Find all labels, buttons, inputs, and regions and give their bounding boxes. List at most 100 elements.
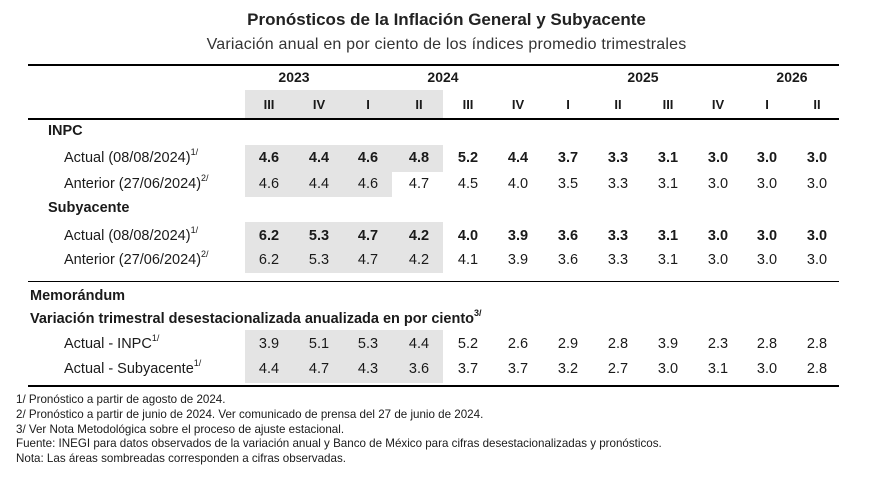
table-cell: 3.6: [557, 252, 579, 268]
quarter-header: I: [566, 97, 570, 112]
section-header: INPC: [48, 123, 83, 139]
table-cell: 2.6: [507, 336, 529, 352]
table-cell: 3.1: [707, 361, 729, 377]
table-cell: 5.3: [357, 336, 379, 352]
table-cell: 3.9: [657, 336, 679, 352]
footnote: 3/ Ver Nota Metodológica sobre el proces…: [16, 422, 345, 436]
table-cell: 4.5: [457, 176, 479, 192]
row-label: Actual - Subyacente1/: [64, 358, 202, 378]
table-cell: 3.0: [707, 176, 729, 192]
table-cell: 5.3: [308, 252, 330, 268]
table-cell: 4.7: [308, 361, 330, 377]
page-title: Pronósticos de la Inflación General y Su…: [247, 10, 646, 29]
section-header: Subyacente: [48, 200, 130, 216]
observed-shading: [245, 90, 443, 118]
quarter-header: II: [614, 97, 622, 112]
quarter-header: IV: [711, 97, 725, 112]
footnote: 2/ Pronóstico a partir de junio de 2024.…: [16, 407, 484, 421]
table-cell: 3.0: [756, 361, 778, 377]
table-cell: 4.4: [308, 176, 330, 192]
quarter-header: III: [263, 97, 275, 112]
quarter-header: I: [366, 97, 370, 112]
table-cell: 3.1: [657, 150, 679, 166]
footnote: Fuente: INEGI para datos observados de l…: [16, 437, 662, 451]
table-cell: 3.0: [756, 228, 778, 244]
year-header: 2025: [627, 69, 659, 85]
table-cell: 4.7: [357, 252, 379, 268]
memo-title: Memorándum: [30, 288, 126, 304]
table-cell: 3.1: [657, 176, 679, 192]
table-rule: [28, 385, 839, 387]
year-header: 2023: [278, 69, 310, 85]
quarter-header: IV: [511, 97, 525, 112]
table-cell: 4.4: [408, 336, 430, 352]
table-cell: 4.0: [507, 176, 529, 192]
quarter-header: II: [415, 97, 423, 112]
table-cell: 4.7: [408, 176, 430, 192]
table-cell: 3.6: [408, 361, 430, 377]
row-label: Actual - INPC1/: [64, 333, 160, 353]
table-cell: 4.0: [457, 228, 479, 244]
table-cell: 3.2: [557, 361, 579, 377]
table-cell: 3.0: [806, 150, 828, 166]
table-cell: 3.1: [657, 252, 679, 268]
row-label: Actual (08/08/2024)1/: [64, 147, 199, 167]
observed-shading: [245, 222, 443, 273]
table-cell: 5.1: [308, 336, 330, 352]
table-cell: 2.3: [707, 336, 729, 352]
table-cell: 4.4: [308, 150, 330, 166]
table-cell: 3.9: [258, 336, 280, 352]
table-cell: 3.3: [607, 228, 629, 244]
year-header: 2024: [427, 69, 459, 85]
footnotes: 1/ Pronóstico a partir de agosto de 2024…: [16, 393, 662, 467]
table-cell: 5.3: [308, 228, 330, 244]
quarter-header: III: [462, 97, 474, 112]
table-cell: 3.5: [557, 176, 579, 192]
table-cell: 3.9: [507, 252, 529, 268]
table-cell: 2.9: [557, 336, 579, 352]
table-cell: 4.1: [457, 252, 479, 268]
quarter-header: I: [765, 97, 769, 112]
table-cell: 4.8: [408, 150, 430, 166]
table-cell: 4.6: [258, 150, 280, 166]
table-cell: 2.8: [806, 336, 828, 352]
table-cell: 4.4: [258, 361, 280, 377]
table-cell: 4.2: [408, 228, 430, 244]
table-cell: 3.3: [607, 252, 629, 268]
table-cell: 3.7: [557, 150, 579, 166]
table-cell: 4.6: [357, 176, 379, 192]
table-cell: 3.0: [657, 361, 679, 377]
table-cell: 3.0: [756, 150, 778, 166]
row-label: Anterior (27/06/2024)2/: [64, 249, 209, 269]
table-cell: 4.6: [357, 150, 379, 166]
table-cell: 4.2: [408, 252, 430, 268]
table-cell: 4.4: [507, 150, 529, 166]
table-cell: 3.0: [806, 252, 828, 268]
observed-shading: [245, 172, 392, 197]
table-cell: 3.0: [806, 176, 828, 192]
table-cell: 2.7: [607, 361, 629, 377]
row-label: Actual (08/08/2024)1/: [64, 225, 199, 245]
table-cell: 3.3: [607, 150, 629, 166]
table-cell: 4.6: [258, 176, 280, 192]
table-cell: 3.0: [707, 252, 729, 268]
table-cell: 4.3: [357, 361, 379, 377]
row-label: Anterior (27/06/2024)2/: [64, 173, 209, 193]
table-cell: 3.0: [707, 150, 729, 166]
table-cell: 2.8: [806, 361, 828, 377]
quarter-header: II: [813, 97, 821, 112]
table-cell: 6.2: [258, 228, 280, 244]
table-rule: [28, 64, 839, 66]
observed-shading: [245, 330, 443, 383]
table-cell: 5.2: [457, 150, 479, 166]
year-header: 2026: [776, 69, 808, 85]
observed-shading: [245, 145, 443, 172]
table-cell: 3.0: [806, 228, 828, 244]
table-rule: [28, 118, 839, 120]
table-cell: 3.7: [507, 361, 529, 377]
table-cell: 5.2: [457, 336, 479, 352]
table-cell: 2.8: [756, 336, 778, 352]
table-cell: 3.1: [657, 228, 679, 244]
quarter-header: IV: [312, 97, 326, 112]
table-cell: 3.6: [557, 228, 579, 244]
